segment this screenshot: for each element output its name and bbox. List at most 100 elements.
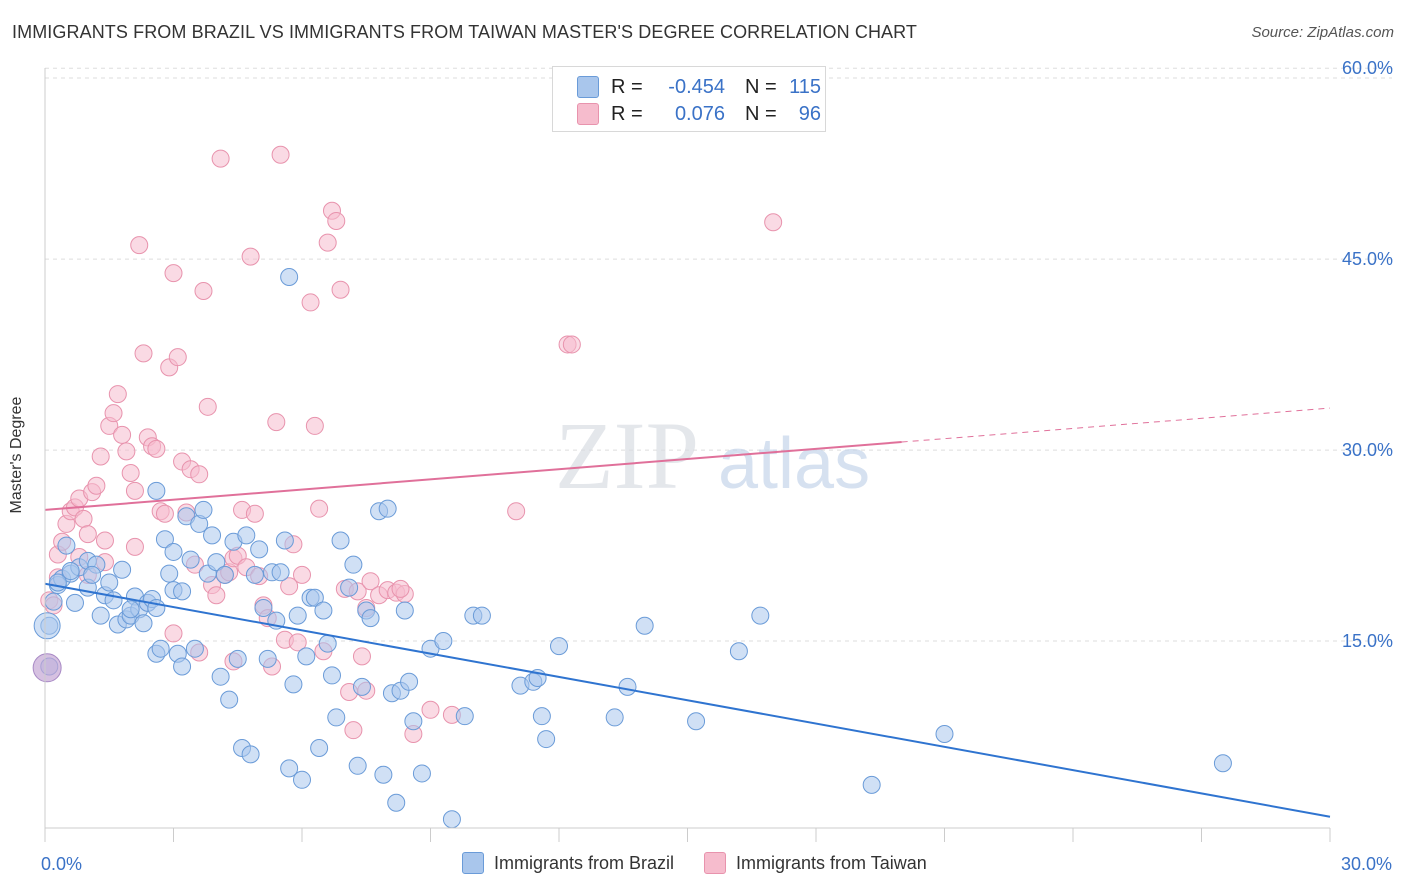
brazil-point (241, 745, 260, 764)
taiwan-r-value: 0.076 (674, 102, 725, 125)
taiwan-point (155, 504, 174, 523)
legend-item-taiwan[interactable]: Immigrants from Taiwan (704, 852, 927, 874)
taiwan-point (125, 481, 144, 500)
taiwan-legend-label: Immigrants from Taiwan (736, 852, 927, 873)
taiwan-points (40, 145, 783, 743)
brazil-n-label: N = (745, 75, 777, 98)
taiwan-point (130, 236, 149, 255)
brazil-point (100, 573, 119, 592)
taiwan-point (344, 721, 363, 740)
taiwan-point (764, 213, 783, 232)
brazil-point (121, 600, 140, 619)
x-tick-label: 0.0% (41, 854, 82, 874)
taiwan-point (164, 624, 183, 643)
taiwan-point (95, 531, 114, 550)
brazil-point (250, 540, 269, 559)
brazil-point (344, 555, 363, 574)
legend-item-brazil[interactable]: Immigrants from Brazil (462, 852, 674, 874)
brazil-point (348, 756, 367, 775)
taiwan-point (147, 439, 166, 458)
brazil-point (147, 481, 166, 500)
brazil-point (378, 499, 397, 518)
taiwan-point (168, 348, 187, 367)
brazil-point (284, 675, 303, 694)
taiwan-point (74, 509, 93, 528)
brazil-point (318, 634, 337, 653)
taiwan-trend-line (44, 441, 902, 511)
y-axis-label: Master's Degree (8, 396, 25, 514)
brazil-point (280, 267, 299, 286)
taiwan-point (327, 211, 346, 230)
brazil-point (113, 560, 132, 579)
brazil-point (340, 578, 359, 597)
brazil-point (297, 647, 316, 666)
taiwan-legend-swatch (704, 852, 727, 874)
taiwan-point (113, 425, 132, 444)
brazil-point (91, 606, 110, 625)
taiwan-point (301, 293, 320, 312)
brazil-point (635, 616, 654, 635)
taiwan-r-label: R = (611, 102, 643, 125)
taiwan-point (194, 281, 213, 300)
y-tick-label: 45.0% (1342, 249, 1393, 269)
brazil-point (434, 632, 453, 651)
brazil-legend-label: Immigrants from Brazil (494, 852, 675, 873)
brazil-point (472, 606, 491, 625)
taiwan-point (267, 413, 286, 432)
brazil-point (605, 708, 624, 727)
brazil-point (228, 649, 247, 668)
brazil-point (173, 582, 192, 601)
brazil-point (57, 536, 76, 555)
brazil-r-label: R = (611, 75, 643, 98)
taiwan-point (507, 502, 526, 521)
brazil-point (280, 759, 299, 778)
taiwan-point (134, 344, 153, 363)
brazil-point (537, 730, 556, 749)
brazil-point (155, 530, 174, 549)
taiwan-point (280, 577, 299, 596)
brazil-point (215, 565, 234, 584)
brazil-point (293, 770, 311, 789)
taiwan-point (108, 385, 127, 404)
brazil-point (194, 500, 213, 519)
taiwan-point (305, 416, 324, 435)
taiwan-point (190, 465, 209, 484)
y-tick-label: 15.0% (1342, 631, 1393, 651)
brazil-n-value: 115 (789, 75, 821, 98)
brazil-point (327, 708, 346, 727)
taiwan-point (293, 565, 311, 584)
brazil-point (310, 738, 329, 757)
brazil-point-large (32, 653, 62, 683)
brazil-point (160, 564, 179, 583)
brazil-point (288, 606, 307, 625)
brazil-r-value: -0.454 (668, 75, 725, 98)
taiwan-point (352, 647, 371, 666)
y-tick-label: 60.0% (1342, 58, 1393, 78)
brazil-point (185, 639, 204, 658)
taiwan-point (78, 525, 97, 544)
taiwan-point (198, 397, 217, 416)
taiwan-point (241, 247, 260, 266)
taiwan-point (121, 464, 140, 483)
brazil-point (751, 606, 770, 625)
brazil-point (181, 550, 200, 569)
brazil-point (322, 666, 341, 685)
gridlines (45, 67, 1392, 642)
brazil-point (275, 531, 294, 550)
legend-row-taiwan: R = 0.076 N = 96 (577, 102, 821, 126)
taiwan-point (421, 700, 440, 719)
brazil-point (254, 598, 273, 617)
brazil-point (237, 526, 256, 545)
brazil-swatch (577, 76, 599, 98)
brazil-point (271, 563, 290, 582)
brazil-point (935, 724, 954, 743)
brazil-point (305, 588, 324, 607)
brazil-point (361, 609, 380, 628)
taiwan-point (211, 149, 230, 168)
taiwan-point (104, 404, 123, 423)
taiwan-point (245, 504, 264, 523)
brazil-point (173, 657, 192, 676)
brazil-point (164, 542, 183, 561)
taiwan-point (391, 579, 410, 598)
brazil-point (404, 712, 423, 731)
